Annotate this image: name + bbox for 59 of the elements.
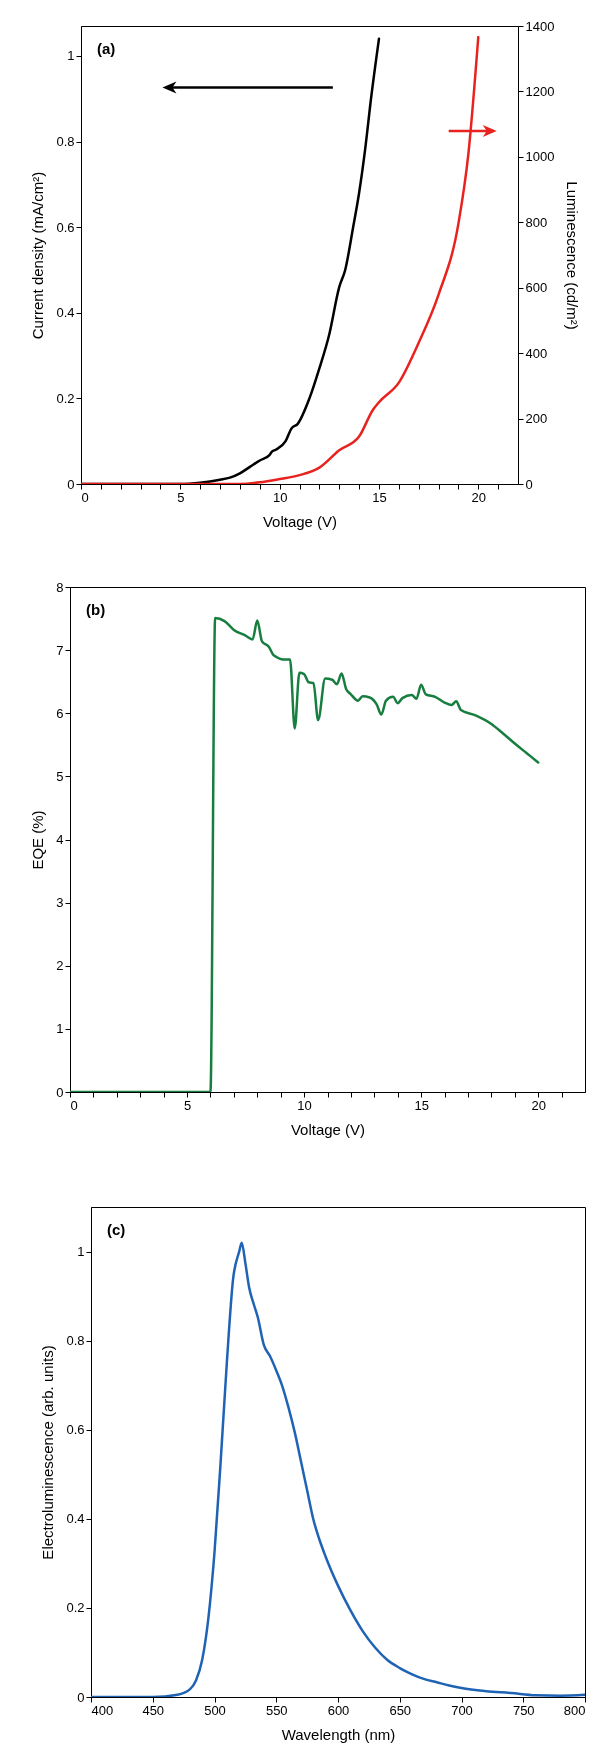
- x-tick-label: 20: [471, 489, 487, 505]
- y2-tick-label: 800: [525, 214, 548, 230]
- y-tick-label: 0: [67, 476, 75, 492]
- y-axis-title: Electroluminescence (arb. units): [39, 1345, 57, 1560]
- annotation: (c): [107, 1221, 126, 1238]
- x-tick-label: 10: [272, 489, 288, 505]
- x-axis-title: Voltage (V): [262, 512, 338, 530]
- y2-tick-label: 600: [525, 280, 548, 296]
- y2-tick-label: 400: [525, 345, 548, 361]
- x-tick-label: 750: [512, 1702, 535, 1718]
- y-tick-label: 3: [56, 895, 64, 911]
- y2-tick-label: 0: [525, 476, 533, 492]
- y2-tick-label: 1200: [525, 83, 555, 99]
- y-tick-label: 0.2: [66, 1600, 85, 1616]
- y2-tick-label: 1400: [525, 18, 555, 34]
- y2-tick-label: 200: [525, 411, 548, 427]
- y-tick-label: 7: [56, 642, 64, 658]
- annotation: (b): [86, 601, 106, 618]
- y-tick-label: 8: [56, 579, 64, 595]
- y-axis-title: Current density (mA/cm²): [29, 171, 47, 340]
- y-tick-label: 0.8: [66, 1333, 85, 1349]
- y-tick-label: 2: [56, 958, 64, 974]
- x-tick-label: 450: [142, 1702, 165, 1718]
- x-tick-label: 400: [91, 1702, 114, 1718]
- annotation: (a): [97, 40, 116, 57]
- y-tick-label: 0.6: [66, 1422, 85, 1438]
- y-tick-label: 1: [56, 1021, 64, 1037]
- x-tick-label: 650: [389, 1702, 412, 1718]
- x-tick-label: 5: [177, 489, 185, 505]
- x-tick-label: 15: [372, 489, 387, 505]
- line-series: [70, 616, 540, 1092]
- y-axis-title: EQE (%): [29, 810, 47, 870]
- x-tick-label: 800: [563, 1702, 586, 1718]
- y-tick-label: 1: [67, 48, 75, 64]
- x-axis-title: Wavelength (nm): [281, 1725, 396, 1743]
- x-tick-label: 10: [297, 1097, 312, 1113]
- y-tick-label: 0: [56, 1084, 64, 1100]
- x-tick-label: 550: [265, 1702, 288, 1718]
- x-tick-label: 500: [204, 1702, 226, 1718]
- y-tick-label: 0.2: [56, 390, 75, 406]
- y-tick-label: 4: [56, 832, 64, 847]
- x-tick-label: 5: [183, 1097, 192, 1113]
- x-tick-label: 20: [531, 1097, 546, 1113]
- y-tick-label: 0.4: [56, 305, 75, 321]
- x-tick-label: 600: [327, 1702, 350, 1718]
- x-tick-label: 700: [451, 1702, 473, 1718]
- y-tick-label: 0.6: [56, 219, 75, 235]
- y-tick-label: 6: [56, 705, 64, 721]
- y-tick-label: 0.8: [56, 134, 75, 150]
- y-tick-label: 0: [77, 1689, 85, 1705]
- y2-tick-label: 1000: [525, 149, 555, 165]
- y-tick-label: 5: [56, 768, 64, 784]
- y-tick-label: 1: [77, 1244, 85, 1260]
- x-axis-title: Voltage (V): [290, 1120, 366, 1138]
- x-tick-label: 15: [414, 1097, 429, 1113]
- line-series: [91, 1241, 585, 1697]
- line-series: [81, 35, 480, 484]
- y-tick-label: 0.4: [66, 1511, 85, 1527]
- y2-axis-title: Luminescence (cd/m²): [564, 181, 582, 330]
